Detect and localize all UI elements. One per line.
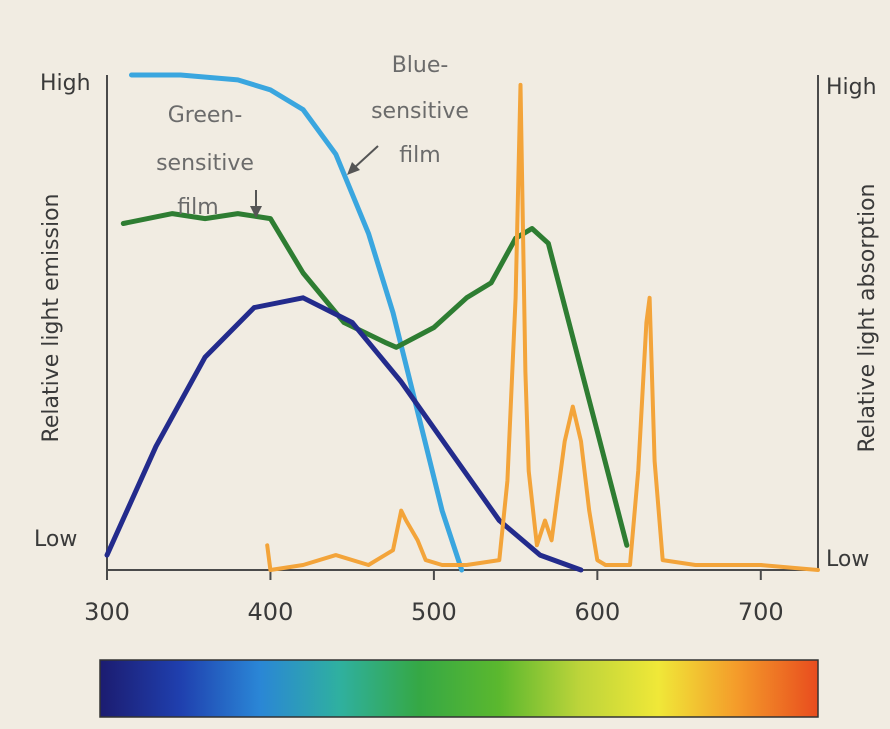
blue-film-annotation: Blue- sensitive film bbox=[371, 53, 469, 168]
right-high-label: High bbox=[826, 75, 877, 100]
x-tick-label-600: 600 bbox=[574, 598, 620, 626]
series-line-green-sensitive-film bbox=[120, 211, 630, 548]
blue-film-arrow-icon bbox=[347, 145, 379, 175]
left-low-label: Low bbox=[34, 527, 77, 552]
spectrum-color-bar bbox=[99, 659, 819, 718]
x-tick-label-400: 400 bbox=[248, 598, 294, 626]
blue-film-label-line-2: sensitive bbox=[371, 99, 469, 124]
blue-film-label-line-1: Blue- bbox=[392, 53, 449, 78]
x-tick-label-700: 700 bbox=[738, 598, 784, 626]
x-tick-label-300: 300 bbox=[84, 598, 130, 626]
right-low-label: Low bbox=[826, 547, 869, 572]
left-high-label: High bbox=[40, 71, 91, 96]
series-line-emission-curve bbox=[104, 295, 584, 573]
series-line-phosphor-emission bbox=[265, 82, 820, 572]
green-film-label-line-2: sensitive bbox=[156, 151, 254, 176]
x-tick-label-500: 500 bbox=[411, 598, 457, 626]
green-film-label-line-3: film bbox=[177, 195, 218, 220]
y-axis-label-left: Relative light emission bbox=[39, 194, 64, 443]
green-film-label-line-1: Green- bbox=[168, 103, 243, 128]
green-film-arrow-icon bbox=[250, 190, 262, 218]
series-line-blue-sensitive-film bbox=[129, 72, 465, 573]
y-axis-label-right: Relative light absorption bbox=[855, 184, 880, 453]
blue-film-label-line-3: film bbox=[399, 143, 440, 168]
green-film-annotation: Green- sensitive film bbox=[156, 103, 254, 220]
